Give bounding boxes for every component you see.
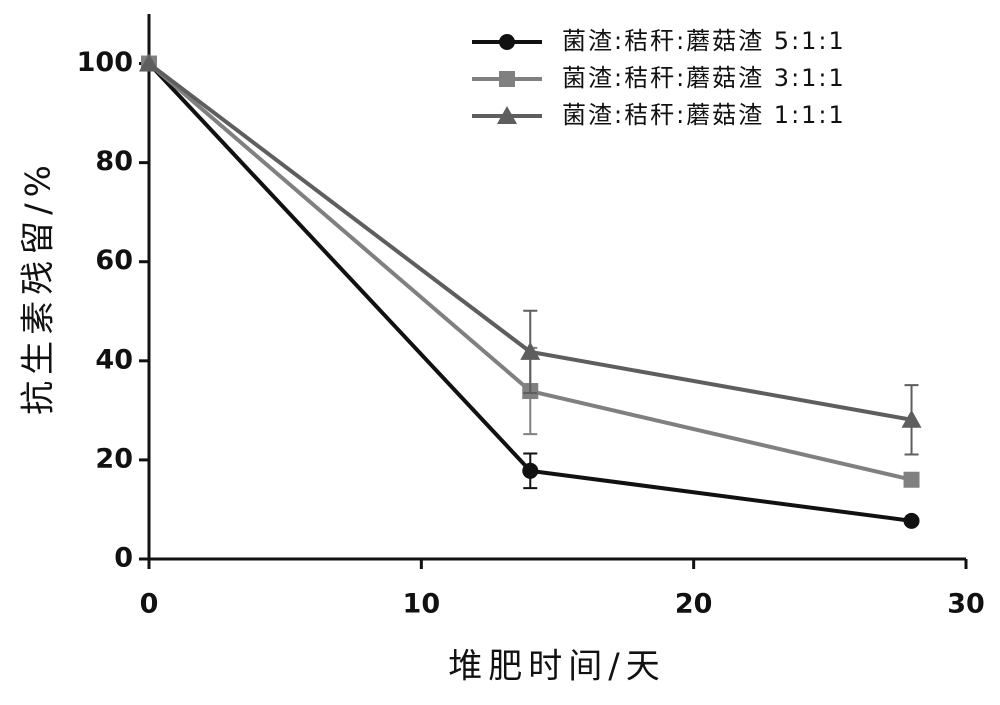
data-point [904, 513, 920, 529]
legend-marker [499, 34, 515, 50]
y-tick-label: 40 [95, 344, 133, 375]
chart: 堆肥时间/天 抗生素残留/% 0 20 40 60 80 100 0 10 20 30 菌渣:秸秆:… [0, 0, 1000, 705]
page: 堆肥时间/天 抗生素残留/% 0 20 40 60 80 100 0 10 20 30 菌渣:秸秆:… [0, 0, 1000, 705]
y-tick-label: 0 [114, 543, 133, 574]
y-tick-label: 60 [95, 245, 133, 276]
x-tick-label: 20 [675, 589, 713, 620]
x-tick-label: 0 [140, 589, 159, 620]
legend-label: 菌渣:秸秆:蘑菇渣 3:1:1 [562, 64, 846, 92]
x-tick-label: 10 [403, 589, 441, 620]
legend-marker [499, 71, 515, 87]
y-axis-label: 抗生素残留/% [19, 159, 59, 415]
legend-label: 菌渣:秸秆:蘑菇渣 1:1:1 [562, 101, 846, 129]
data-point [522, 463, 538, 479]
y-tick-label: 100 [77, 47, 133, 78]
y-tick-label: 80 [95, 146, 133, 177]
x-axis-label: 堆肥时间/天 [448, 647, 665, 687]
data-point [904, 472, 920, 488]
y-tick-label: 20 [95, 443, 133, 474]
legend-label: 菌渣:秸秆:蘑菇渣 5:1:1 [562, 27, 846, 55]
x-tick-label: 30 [947, 589, 985, 620]
